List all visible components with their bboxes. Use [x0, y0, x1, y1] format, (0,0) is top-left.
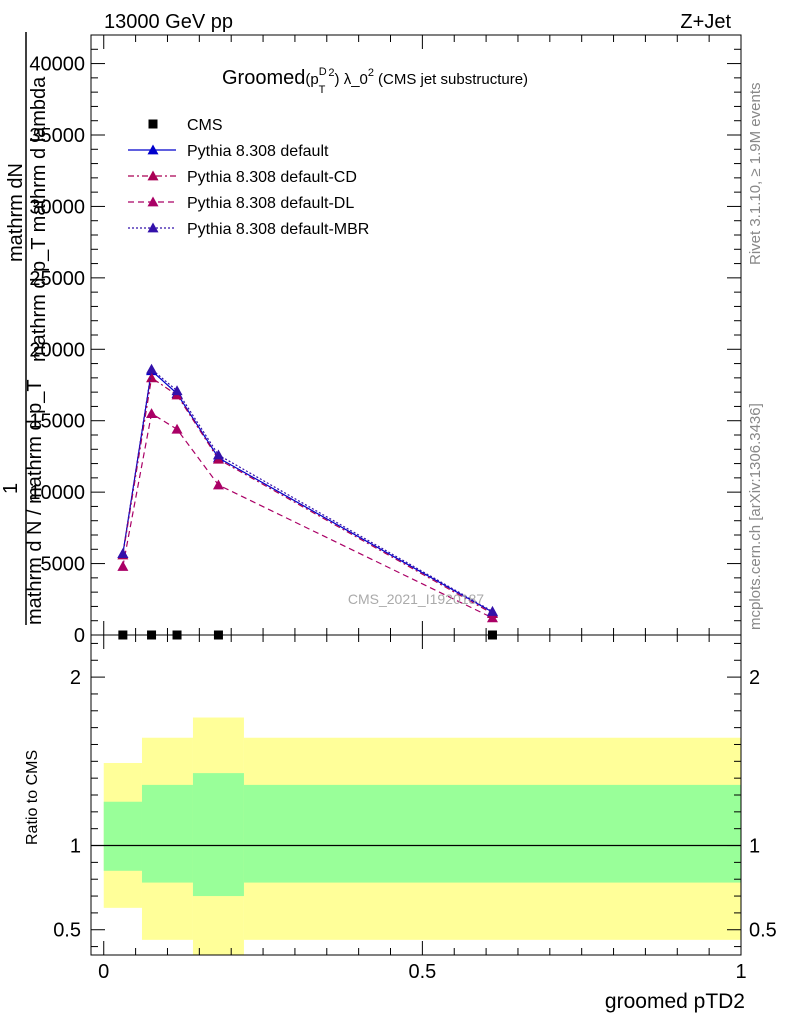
ratio-bands	[103, 717, 742, 955]
ratio-band-inner	[243, 784, 742, 883]
legend-item: Pythia 8.308 default-DL	[128, 195, 354, 212]
title-sup-2: 2	[328, 67, 334, 79]
y-tick-label: 5000	[41, 554, 86, 576]
data-marker-square	[148, 119, 158, 129]
header-right: Z+Jet	[680, 11, 731, 33]
x-tick-label: 0.5	[408, 961, 436, 983]
watermark: CMS_2021_I1920187	[348, 591, 484, 607]
ratio-y-tick-label-right: 0.5	[749, 920, 777, 942]
legend-label: Pythia 8.308 default	[187, 143, 329, 160]
series-pythia-8-308-default	[117, 365, 498, 617]
series-line	[122, 369, 493, 613]
x-axis-label: groomed pTD2	[605, 990, 745, 1013]
series-line	[122, 412, 493, 619]
x-tick-label: 1	[735, 961, 746, 983]
ratio-band-inner	[141, 784, 193, 883]
ratio-band-inner	[192, 773, 244, 897]
legend-item: Pythia 8.308 default-MBR	[128, 221, 369, 238]
data-marker-triangle	[171, 423, 183, 434]
data-marker-triangle	[486, 612, 498, 623]
title-sup-d: D	[319, 66, 327, 78]
series-pythia-8-308-default-mbr	[117, 363, 498, 616]
data-marker-triangle	[171, 385, 183, 396]
ratio-panel: 0.5 0.51 12 2 0 0.5 1 Ratio to CMS groomed pT…	[24, 634, 777, 1013]
data-marker-triangle	[146, 363, 158, 374]
y-tick-label: 10000	[29, 482, 85, 504]
ratio-y-tick-label: 1	[70, 836, 81, 858]
ratio-y-tick-label-right: 2	[749, 667, 760, 689]
ylabel-numerator-top: mathrm dN	[5, 163, 27, 262]
main-panel: 0 5000 10000 15000 20000 25000 30000 35000 40000…	[0, 32, 742, 647]
rivet-label: Rivet 3.1.10, ≥ 1.9M events	[747, 83, 764, 266]
title-formula-p: (p	[305, 71, 318, 88]
legend-label: Pythia 8.308 default-CD	[187, 169, 357, 186]
series-pythia-8-308-default-cd	[117, 372, 498, 618]
series-pythia-8-308-default-dl	[117, 408, 498, 623]
ratio-y-tick-label-right: 1	[749, 836, 760, 858]
legend-item: Pythia 8.308 default	[128, 143, 329, 160]
y-tick-label: 35000	[29, 125, 85, 147]
title-sub-t: T	[319, 84, 326, 96]
legend-label: Pythia 8.308 default-MBR	[187, 221, 369, 238]
legend-label: CMS	[187, 117, 223, 134]
y-tick-label: 15000	[29, 411, 85, 433]
title-prefix: Groomed	[222, 67, 305, 89]
data-marker-triangle	[147, 170, 159, 181]
legend-item: CMS	[148, 117, 223, 134]
data-marker-triangle	[486, 605, 498, 616]
data-marker-triangle	[117, 548, 129, 558]
ratio-y-label: Ratio to CMS	[24, 750, 41, 845]
header-left: 13000 GeV pp	[104, 11, 233, 33]
main-y-label: mathrm dN mathrm d p_T mathrm d lambda 1…	[0, 32, 50, 625]
data-marker-triangle	[147, 196, 159, 207]
ratio-x-axis: 0 0.5 1	[98, 635, 747, 983]
title-suffix: (CMS jet substructure)	[378, 71, 528, 88]
data-marker-triangle	[147, 144, 159, 155]
data-marker-triangle	[212, 449, 224, 460]
ratio-y-tick-label: 0.5	[53, 920, 81, 942]
legend-label: Pythia 8.308 default-DL	[187, 195, 354, 212]
data-marker-triangle	[147, 222, 159, 233]
ratio-y-tick-label: 2	[70, 667, 81, 689]
title-lambda: ) λ_0	[335, 71, 368, 88]
ratio-band-inner	[103, 801, 142, 871]
x-tick-label: 0	[98, 961, 109, 983]
ylabel-denominator: mathrm d N / mathrm d p_T	[24, 379, 46, 625]
y-tick-label: 20000	[29, 339, 85, 361]
data-marker-triangle	[117, 560, 129, 571]
y-tick-label: 0	[74, 625, 85, 647]
data-marker-triangle	[146, 408, 158, 418]
ratio-y-axis: 0.5 0.5 1 1 2 2	[53, 642, 777, 948]
ylabel-fraction-one: 1	[0, 483, 22, 494]
series-line	[122, 376, 493, 615]
legend: CMS Pythia 8.308 default Pythia 8.308 defa…	[128, 117, 369, 238]
data-marker-triangle	[146, 372, 158, 383]
y-tick-label: 40000	[29, 54, 85, 76]
ylabel-numerator-bottom: mathrm d p_T mathrm d lambda	[28, 76, 50, 362]
main-y-axis: 0 5000 10000 15000 20000 25000 30000 35000 40000	[29, 34, 742, 647]
legend-item: Pythia 8.308 default-CD	[128, 169, 357, 186]
main-title: Groomed(pD T2) λ_02 (CMS jet substructure)	[222, 66, 528, 96]
mcplots-label: mcplots.cern.ch [arXiv:1306.3436]	[747, 403, 764, 630]
y-tick-label: 30000	[29, 196, 85, 218]
y-tick-label: 25000	[29, 268, 85, 290]
series-line	[122, 368, 493, 612]
title-lambda-sup: 2	[368, 67, 374, 79]
data-marker-triangle	[212, 479, 224, 490]
